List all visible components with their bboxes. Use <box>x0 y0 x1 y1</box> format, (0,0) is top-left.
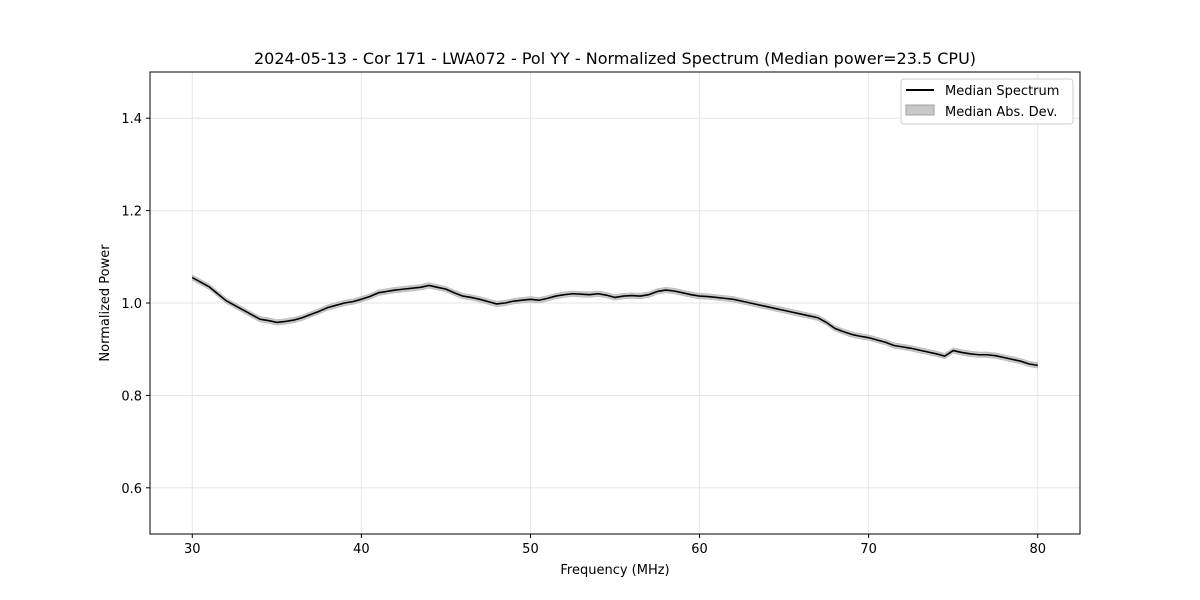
y-tick-label: 0.8 <box>121 389 142 404</box>
legend-label-median-abs-dev: Median Abs. Dev. <box>945 105 1057 120</box>
mad-band-layer <box>192 274 1038 369</box>
legend-label-median-spectrum: Median Spectrum <box>945 84 1059 99</box>
y-tick-label: 1.2 <box>121 205 142 220</box>
median-spectrum-line <box>191 276 1038 367</box>
y-tick-label: 1.0 <box>121 297 142 312</box>
legend: Median Spectrum Median Abs. Dev. <box>900 78 1074 125</box>
ticks: 30 40 50 60 70 80 0.6 0.8 1.0 1.2 1.4 <box>121 112 1046 557</box>
x-tick-label: 60 <box>691 542 708 557</box>
chart-title: 2024-05-13 - Cor 171 - LWA072 - Pol YY -… <box>254 49 976 68</box>
legend-swatch-median-abs-dev <box>905 104 935 116</box>
x-tick-label: 80 <box>1029 542 1046 557</box>
x-axis-label: Frequency (MHz) <box>560 563 669 578</box>
y-tick-label: 1.4 <box>121 112 142 127</box>
y-tick-label: 0.6 <box>121 482 142 497</box>
x-tick-label: 50 <box>522 542 539 557</box>
legend-box <box>900 78 1074 125</box>
x-tick-label: 40 <box>353 542 370 557</box>
y-axis-label: Normalized Power <box>98 244 113 362</box>
mad-band <box>192 274 1038 369</box>
x-tick-label: 30 <box>184 542 201 557</box>
x-tick-label: 70 <box>860 542 877 557</box>
median-spectrum-layer <box>191 276 1038 367</box>
